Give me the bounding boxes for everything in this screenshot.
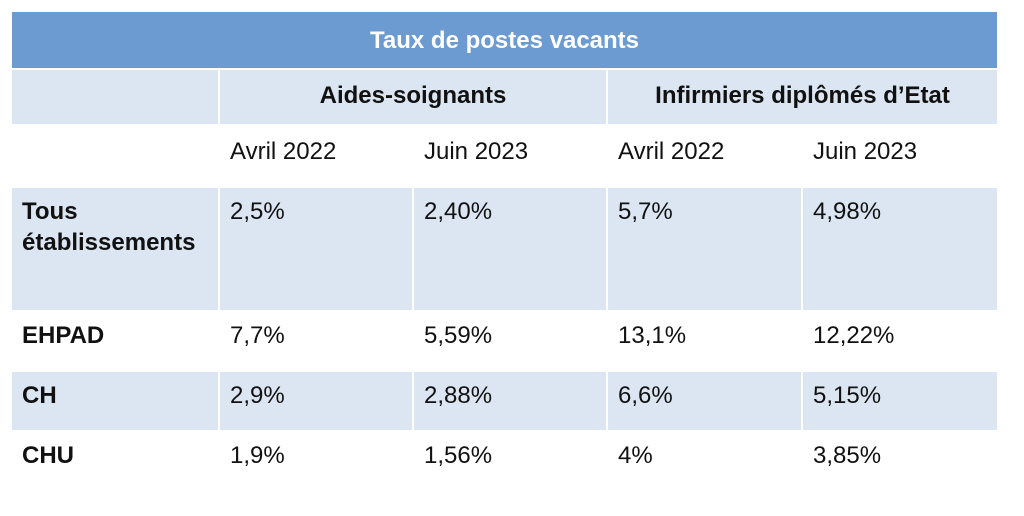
table-cell: 1,56% [412, 430, 608, 494]
period-header: Avril 2022 [606, 124, 803, 188]
empty-period-cell [10, 124, 220, 188]
group-header-row: Aides-soignants Infirmiers diplômés d’Et… [10, 68, 1000, 126]
empty-corner-cell [10, 68, 220, 126]
table-cell: 2,9% [218, 370, 414, 432]
period-header: Juin 2023 [800, 124, 1000, 188]
table-cell: 5,59% [412, 310, 608, 372]
row-label: CH [10, 370, 220, 432]
row-label: Tous établissements [10, 186, 220, 312]
group-header-infirmiers: Infirmiers diplômés d’Etat [605, 68, 1000, 126]
table-row: EHPAD 7,7% 5,59% 13,1% 12,22% [10, 310, 1000, 372]
table-cell: 3,85% [800, 430, 1000, 494]
period-header: Juin 2023 [412, 124, 608, 188]
table-cell: 1,9% [218, 430, 414, 494]
table-cell: 13,1% [606, 310, 803, 372]
table-row: CHU 1,9% 1,56% 4% 3,85% [10, 430, 1000, 494]
vacancy-rate-table: Taux de postes vacants Aides-soignants I… [9, 10, 1000, 494]
table-cell: 2,40% [412, 186, 608, 312]
table-cell: 5,7% [606, 186, 803, 312]
row-label: EHPAD [10, 310, 220, 372]
group-header-aides-soignants: Aides-soignants [218, 68, 608, 126]
table-cell: 5,15% [800, 370, 1000, 432]
table-cell: 4,98% [800, 186, 1000, 312]
row-label: CHU [10, 430, 220, 494]
table-title: Taux de postes vacants [9, 10, 1000, 70]
table-cell: 6,6% [606, 370, 803, 432]
title-row: Taux de postes vacants [9, 10, 1000, 70]
table-cell: 2,5% [218, 186, 414, 312]
table-cell: 12,22% [800, 310, 1000, 372]
table-row: CH 2,9% 2,88% 6,6% 5,15% [10, 370, 1000, 432]
table-cell: 7,7% [218, 310, 414, 372]
period-header-row: Avril 2022 Juin 2023 Avril 2022 Juin 202… [10, 124, 1000, 188]
period-header: Avril 2022 [218, 124, 414, 188]
table-cell: 4% [606, 430, 803, 494]
table-cell: 2,88% [412, 370, 608, 432]
table-row: Tous établissements 2,5% 2,40% 5,7% 4,98… [10, 186, 1000, 312]
